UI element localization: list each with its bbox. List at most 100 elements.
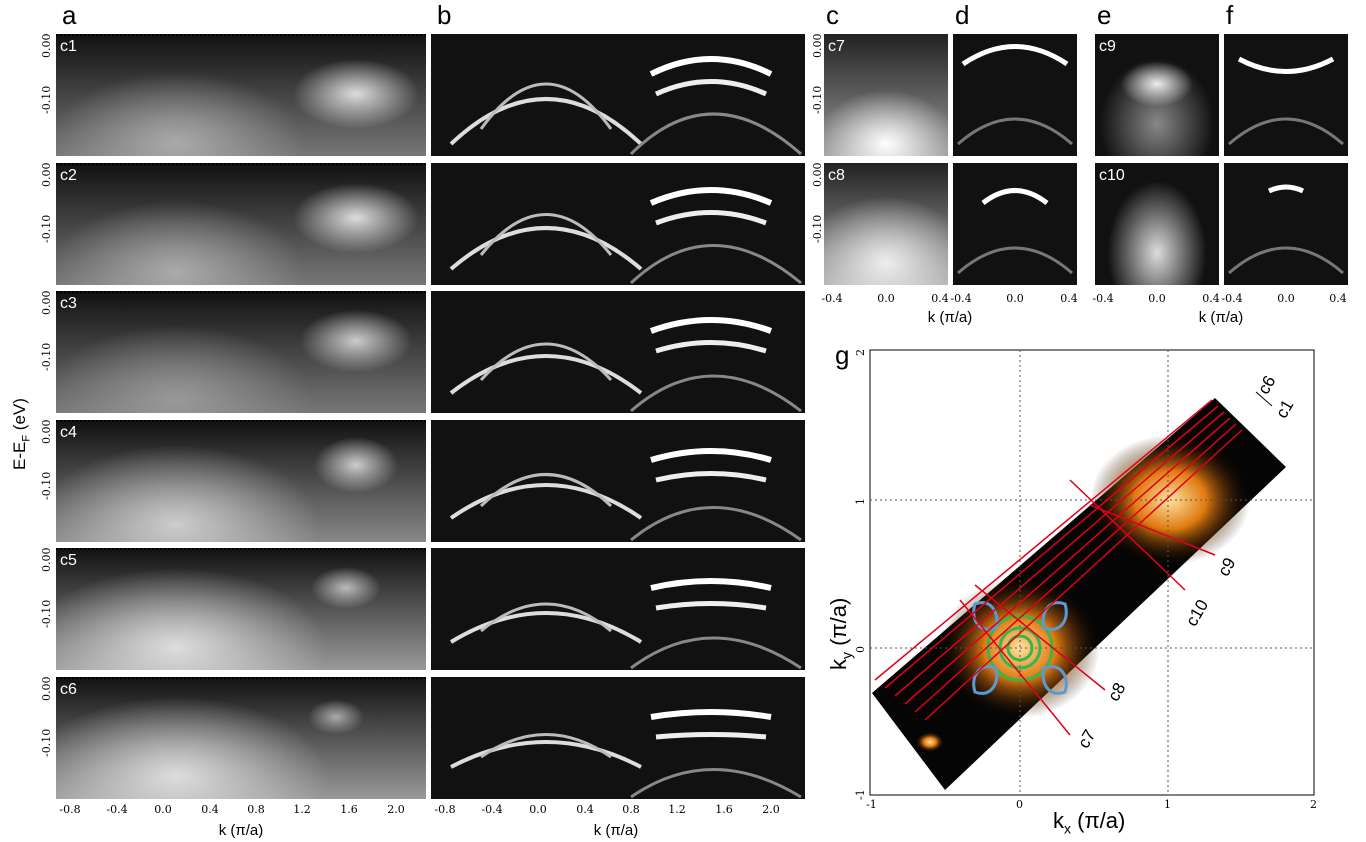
y-tick-label: 0.00 bbox=[40, 33, 53, 59]
cut-line-c10 bbox=[1069, 479, 1186, 591]
x-axis-label: k (π/a) bbox=[1198, 309, 1244, 326]
band-curve bbox=[981, 188, 1049, 206]
cut-line-c9 bbox=[1089, 504, 1216, 556]
c9-label: c9 bbox=[1214, 554, 1240, 580]
cut-line-c11 bbox=[974, 584, 1106, 691]
band-curve bbox=[961, 44, 1069, 67]
x-tick-label: -0.8 bbox=[434, 803, 456, 816]
y-tick-label: -0.10 bbox=[811, 214, 824, 243]
arpes-panel-c10: c10 bbox=[1095, 163, 1219, 285]
x-axis-label: k (π/a) bbox=[593, 822, 639, 839]
band-curve bbox=[629, 112, 802, 156]
y-tick-label: 0.00 bbox=[40, 419, 53, 445]
c8-label: c8 bbox=[1104, 679, 1130, 705]
y-tick-label: 0.00 bbox=[811, 162, 824, 188]
arpes-panel-c6: c6 bbox=[56, 677, 426, 799]
x-tick-label: -0.4 bbox=[106, 803, 128, 816]
cut-label: c10 bbox=[1099, 167, 1125, 184]
g-x-tick-label: 1 bbox=[1164, 798, 1171, 811]
band-curve bbox=[630, 636, 802, 670]
band-curve bbox=[449, 354, 643, 395]
curvature-panel-c6 bbox=[431, 677, 805, 799]
y-tick-label: 0.00 bbox=[40, 547, 53, 573]
x-tick-label: 1.6 bbox=[340, 803, 358, 816]
curvature-panel-f-top bbox=[1224, 34, 1348, 156]
curvature-panel-c5 bbox=[431, 548, 805, 670]
curvature-panel-c3 bbox=[431, 291, 805, 413]
curvature-panel-f-bottom bbox=[1224, 163, 1348, 285]
arpes-panel-c9: c9 bbox=[1095, 34, 1219, 156]
x-tick-label: 2.0 bbox=[387, 803, 405, 816]
y-tick-label: -0.10 bbox=[40, 214, 53, 243]
band-curve bbox=[655, 471, 767, 483]
cut-label: c7 bbox=[828, 38, 845, 55]
arpes-panel-c8: c8 bbox=[824, 163, 948, 285]
fermi-level-line bbox=[56, 420, 426, 422]
cut-label: c2 bbox=[60, 167, 77, 184]
panel-letter-e: e bbox=[1097, 0, 1112, 30]
cut-label: c5 bbox=[60, 552, 77, 569]
cut-line-c2 bbox=[914, 423, 1237, 713]
band-curve bbox=[479, 473, 613, 508]
band-curve bbox=[957, 117, 1073, 146]
y-tick-label: -0.10 bbox=[40, 342, 53, 371]
cut-line-c3 bbox=[904, 417, 1231, 705]
band-curve bbox=[650, 709, 772, 720]
arpes-panel-c4: c4 bbox=[56, 420, 426, 542]
band-curve bbox=[629, 244, 802, 285]
g-x-tick-label: 0 bbox=[1016, 798, 1023, 811]
band-curve bbox=[1228, 117, 1344, 146]
band-curve bbox=[449, 97, 643, 146]
c6-label: c6 bbox=[1254, 372, 1280, 398]
x-tick-label: 0.0 bbox=[877, 292, 895, 305]
y-tick-label: -0.10 bbox=[40, 599, 53, 628]
x-tick-label: 0.0 bbox=[1006, 292, 1024, 305]
g-x-tick-label: 2 bbox=[1310, 798, 1317, 811]
fermi-level-line bbox=[56, 163, 426, 165]
x-axis-label: k (π/a) bbox=[927, 309, 973, 326]
band-curve bbox=[449, 226, 643, 271]
band-curve bbox=[1267, 184, 1305, 194]
curvature-panel-d-bottom bbox=[953, 163, 1077, 285]
band-curve bbox=[479, 342, 613, 382]
fermi-level-line bbox=[56, 548, 426, 550]
c1-label: c1 bbox=[1272, 396, 1298, 422]
cut-label: c1 bbox=[60, 38, 77, 55]
fermi-surface-electron-petals bbox=[972, 601, 1068, 695]
x-tick-label: 0.4 bbox=[1202, 292, 1220, 305]
band-curve bbox=[650, 578, 772, 591]
x-tick-label: 1.2 bbox=[293, 803, 311, 816]
cut-label: c4 bbox=[60, 424, 77, 441]
c10-label: c10 bbox=[1182, 596, 1213, 630]
x-tick-label: 0.0 bbox=[1277, 292, 1295, 305]
band-curve bbox=[655, 210, 767, 226]
band-curve bbox=[449, 483, 643, 520]
band-curve bbox=[649, 187, 773, 206]
band-curve bbox=[655, 340, 767, 354]
cut-line-c6 bbox=[874, 399, 1213, 681]
band-curve bbox=[1237, 56, 1335, 74]
curvature-panel-d-top bbox=[953, 34, 1077, 156]
band-curve bbox=[957, 246, 1073, 275]
fermi-level-line bbox=[56, 291, 426, 293]
x-tick-label: 0.4 bbox=[1060, 292, 1078, 305]
band-curve bbox=[479, 82, 613, 130]
cut-label: c3 bbox=[60, 295, 77, 312]
x-tick-label: 0.0 bbox=[154, 803, 172, 816]
x-tick-label: 0.4 bbox=[576, 803, 594, 816]
y-tick-label: 0.00 bbox=[40, 290, 53, 316]
y-tick-label: -0.10 bbox=[40, 728, 53, 757]
y-tick-label: -0.10 bbox=[40, 471, 53, 500]
curvature-panel-c2 bbox=[431, 163, 805, 285]
band-curve bbox=[649, 317, 773, 334]
y-axis-label: E-EF (eV) bbox=[10, 398, 33, 470]
x-tick-label: 2.0 bbox=[762, 803, 780, 816]
x-axis-label: k (π/a) bbox=[218, 822, 264, 839]
panel-letter-c: c bbox=[826, 0, 839, 30]
y-tick-label: -0.10 bbox=[40, 85, 53, 114]
y-tick-label: 0.00 bbox=[811, 33, 824, 59]
g-x-axis-label: kx (π/a) bbox=[1053, 808, 1126, 837]
x-tick-label: 0.0 bbox=[529, 803, 547, 816]
x-tick-label: 0.4 bbox=[1329, 292, 1347, 305]
fermi-level-line bbox=[56, 34, 426, 36]
